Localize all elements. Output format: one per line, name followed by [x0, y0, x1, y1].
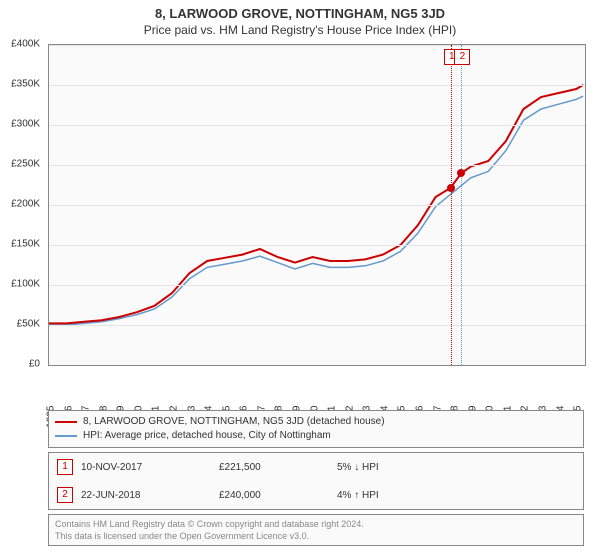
sale-price: £240,000	[219, 490, 329, 501]
sale-marker: 1	[57, 459, 73, 475]
y-tick-label: £100K	[11, 279, 40, 290]
sale-date: 10-NOV-2017	[81, 462, 211, 473]
y-tick-label: £150K	[11, 239, 40, 250]
y-tick-label: £300K	[11, 119, 40, 130]
event-line	[461, 45, 462, 365]
gridline	[49, 125, 585, 126]
legend-swatch	[55, 421, 77, 423]
gridline	[49, 285, 585, 286]
legend-label: 8, LARWOOD GROVE, NOTTINGHAM, NG5 3JD (d…	[83, 415, 385, 429]
legend-item: HPI: Average price, detached house, City…	[55, 429, 577, 443]
legend-swatch	[55, 435, 77, 437]
gridline	[49, 325, 585, 326]
legend-label: HPI: Average price, detached house, City…	[83, 429, 331, 443]
y-tick-label: £350K	[11, 79, 40, 90]
footer-line-2: This data is licensed under the Open Gov…	[55, 530, 577, 542]
y-tick-label: £0	[29, 359, 40, 370]
chart-title: 8, LARWOOD GROVE, NOTTINGHAM, NG5 3JD	[0, 0, 600, 21]
y-tick-label: £250K	[11, 159, 40, 170]
y-tick-label: £50K	[17, 319, 40, 330]
y-tick-label: £400K	[11, 39, 40, 50]
footer-line-1: Contains HM Land Registry data © Crown c…	[55, 518, 577, 530]
y-axis-labels: £0£50K£100K£150K£200K£250K£300K£350K£400…	[0, 44, 44, 364]
sale-date: 22-JUN-2018	[81, 490, 211, 501]
sales-table: 1 10-NOV-2017 £221,500 5% ↓ HPI 2 22-JUN-2018…	[48, 452, 584, 510]
event-dot	[457, 169, 465, 177]
event-dot	[447, 184, 455, 192]
gridline	[49, 205, 585, 206]
attribution-footer: Contains HM Land Registry data © Crown c…	[48, 514, 584, 546]
y-tick-label: £200K	[11, 199, 40, 210]
chart-container: 8, LARWOOD GROVE, NOTTINGHAM, NG5 3JD Pr…	[0, 0, 600, 560]
series-line-hpi	[49, 96, 583, 325]
sale-delta: 4% ↑ HPI	[337, 490, 457, 501]
sale-row: 2 22-JUN-2018 £240,000 4% ↑ HPI	[49, 481, 583, 509]
plot-area: 12	[48, 44, 586, 366]
gridline	[49, 85, 585, 86]
legend-item: 8, LARWOOD GROVE, NOTTINGHAM, NG5 3JD (d…	[55, 415, 577, 429]
sale-row: 1 10-NOV-2017 £221,500 5% ↓ HPI	[49, 453, 583, 481]
sale-price: £221,500	[219, 462, 329, 473]
gridline	[49, 45, 585, 46]
gridline	[49, 165, 585, 166]
sale-delta: 5% ↓ HPI	[337, 462, 457, 473]
sale-marker: 2	[57, 487, 73, 503]
x-axis-labels: 1995199619971998199920002001200220032004…	[48, 368, 584, 404]
legend: 8, LARWOOD GROVE, NOTTINGHAM, NG5 3JD (d…	[48, 410, 584, 448]
chart-subtitle: Price paid vs. HM Land Registry's House …	[0, 21, 600, 37]
event-marker-top: 2	[454, 49, 470, 65]
gridline	[49, 245, 585, 246]
event-line	[451, 45, 452, 365]
